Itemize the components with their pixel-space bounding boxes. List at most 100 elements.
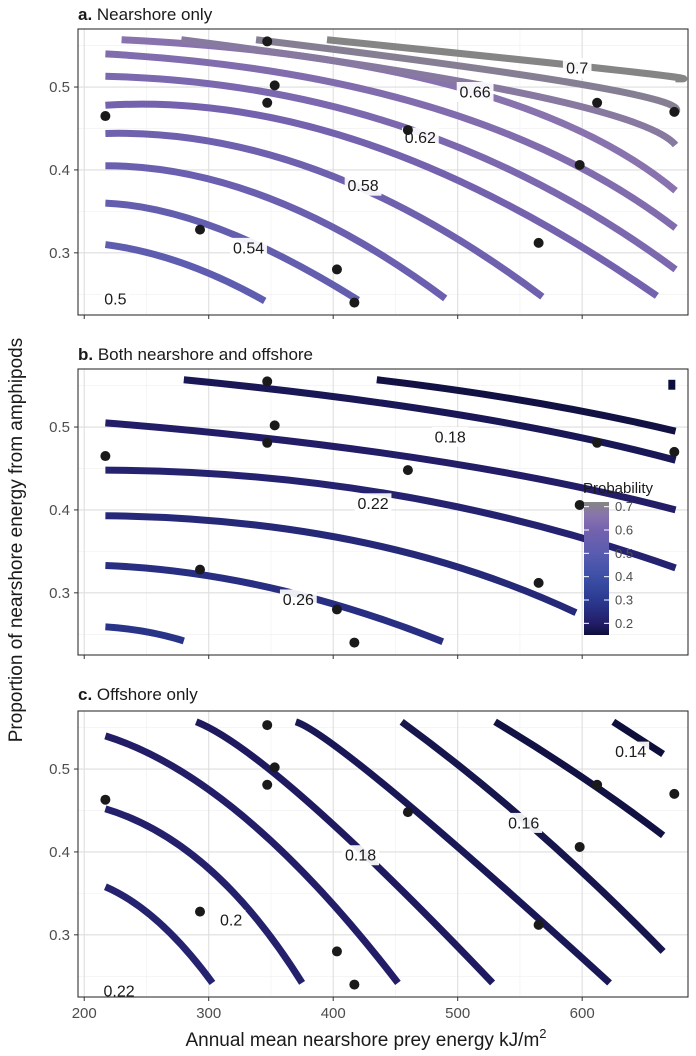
- data-point: [402, 125, 413, 136]
- contour-line-0.72: [326, 36, 688, 83]
- data-point: [269, 420, 280, 431]
- contour-line-0.7: [255, 36, 681, 115]
- data-point: [669, 446, 680, 457]
- x-tick-label: 200: [72, 1005, 97, 1022]
- contour-label-background: [342, 845, 379, 866]
- contours: [105, 376, 677, 645]
- data-point: [100, 451, 111, 462]
- y-tick-label: 0.4: [49, 162, 70, 179]
- contour-label-background: [505, 812, 543, 833]
- data-point: [269, 80, 280, 91]
- contour-line-0.24: [105, 512, 578, 616]
- contour-label: 0.22: [357, 496, 388, 513]
- y-tick-label: 0.3: [49, 927, 70, 944]
- contour-label: 0.16: [508, 815, 539, 832]
- data-point: [331, 264, 342, 275]
- grid: [78, 711, 688, 997]
- legend-tick-label: 0.5: [615, 546, 633, 561]
- contour-label: 0.5: [104, 292, 126, 309]
- panel-title-c: c. Offshore only: [78, 685, 198, 704]
- contour-line-0.22: [103, 883, 216, 985]
- contour-labels: 0.26 0.22 0.18: [279, 426, 469, 610]
- contour-label: 0.66: [460, 85, 491, 102]
- contour-label: 0.18: [435, 429, 466, 446]
- data-points: [100, 36, 680, 308]
- y-axis-title: Proportion of nearshore energy from amph…: [6, 338, 27, 743]
- data-point: [402, 807, 413, 818]
- contour-label-background: [279, 589, 317, 610]
- panel-title-text: Nearshore only: [97, 5, 213, 24]
- contour-line-0.56: [105, 162, 448, 302]
- x-tick-label: 600: [570, 1005, 595, 1022]
- data-point: [262, 36, 273, 47]
- panel-title-letter: c.: [78, 685, 97, 704]
- panel-title-a: a. Nearshore only: [78, 5, 213, 24]
- legend-title: Probability: [583, 480, 654, 497]
- contour-label: 0.26: [283, 592, 314, 609]
- legend-tick-label: 0.4: [615, 569, 633, 584]
- shared-labels: Proportion of nearshore energy from amph…: [6, 338, 547, 1051]
- data-point: [533, 919, 544, 930]
- axis-ticks: 0.3 0.4 0.5 200 300 400 500 600: [49, 761, 595, 1022]
- data-point: [331, 604, 342, 615]
- contour-label-background: [354, 493, 392, 514]
- legend-tick-label: 0.7: [615, 499, 633, 514]
- data-point: [669, 106, 680, 117]
- x-tick-label: 300: [196, 1005, 221, 1022]
- panel-c: 0.22 0.2 0.18 0.16 0.14 0.3 0.4 0.5 200 300 400 500…: [49, 685, 689, 1022]
- data-points: [100, 720, 680, 990]
- data-point: [592, 779, 603, 790]
- contour-label-background: [230, 237, 267, 258]
- data-point: [195, 906, 205, 917]
- panel-title-letter: a.: [78, 5, 97, 24]
- data-point: [100, 111, 111, 122]
- data-point: [331, 946, 342, 957]
- panels: 0.5 0.54 0.58 0.62 0.66 0.7 0.3 0.4 0.5 a. Nearsh…: [49, 5, 689, 1022]
- contour-line-0.16: [493, 718, 666, 839]
- contour-line-0.52: [104, 241, 267, 304]
- contour-label-background: [562, 57, 592, 78]
- panel-a: 0.5 0.54 0.58 0.62 0.66 0.7 0.3 0.4 0.5 a. Nearsh…: [49, 5, 689, 319]
- y-tick-label: 0.5: [49, 419, 70, 436]
- contour-label-background: [101, 289, 130, 310]
- data-point: [195, 224, 205, 235]
- panel-background: [78, 711, 688, 997]
- data-point: [592, 437, 603, 448]
- legend: Probability 0.2 0.3 0.4 0.5 0.6 0.7: [583, 480, 654, 635]
- contour-label: 0.18: [345, 848, 376, 865]
- contour-line-0.54: [105, 199, 360, 304]
- contour-line-0.6: [105, 100, 659, 299]
- legend-tick-label: 0.3: [615, 593, 633, 608]
- data-points: [100, 376, 680, 648]
- data-point: [349, 297, 360, 308]
- contour-line-0.28: [105, 623, 185, 645]
- contour-line-0.58: [105, 129, 545, 300]
- contour-line-0.64: [105, 50, 678, 231]
- data-point: [533, 577, 544, 588]
- y-tick-label: 0.5: [49, 79, 70, 96]
- contour-line-0.18: [183, 376, 677, 464]
- contour-label: 0.54: [233, 240, 264, 257]
- contour-labels: 0.22 0.2 0.18 0.16 0.14: [100, 741, 650, 1002]
- contour-label: 0.2: [220, 912, 242, 929]
- contour-label-background: [456, 82, 494, 103]
- contour-line-0.21: [104, 805, 306, 985]
- data-point: [533, 237, 544, 248]
- data-point: [262, 376, 273, 387]
- y-tick-label: 0.3: [49, 245, 70, 262]
- data-point: [269, 762, 280, 773]
- data-point: [592, 97, 603, 108]
- data-point: [574, 159, 585, 170]
- x-axis-title-superscript: 2: [539, 1026, 546, 1041]
- data-point: [669, 788, 680, 799]
- data-point: [402, 465, 413, 476]
- panel-title-b: b. Both nearshore and offshore: [78, 345, 313, 364]
- data-point: [262, 97, 273, 108]
- contour-line-0.68: [180, 36, 679, 148]
- contour-line-0.15: [611, 718, 666, 758]
- panel-border: [77, 368, 689, 656]
- panel-border: [77, 710, 689, 998]
- contour-label: 0.58: [348, 178, 379, 195]
- data-point: [195, 564, 205, 575]
